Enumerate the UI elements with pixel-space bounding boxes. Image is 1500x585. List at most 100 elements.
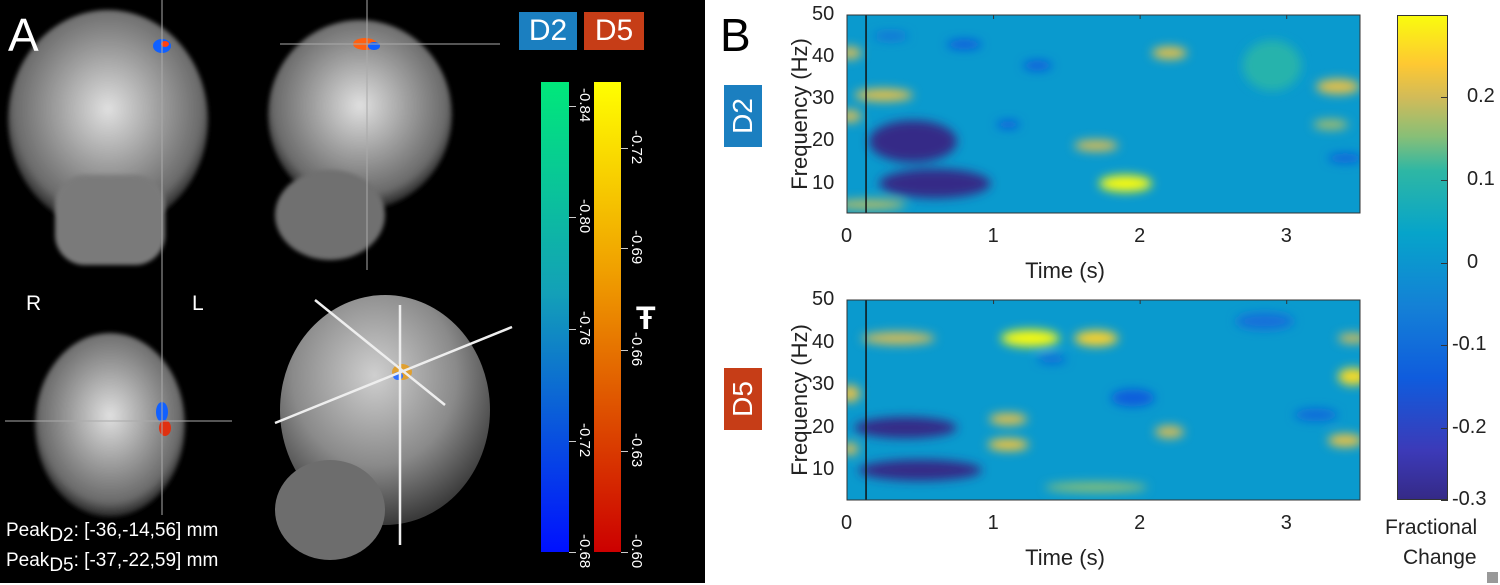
y-tick-label: 30 bbox=[812, 373, 835, 396]
heatmap-feature bbox=[1099, 175, 1152, 192]
colorbar-tick-mark bbox=[569, 441, 576, 442]
x-axis-label: Time (s) bbox=[1025, 545, 1105, 570]
colorbar-tick-mark bbox=[621, 248, 628, 249]
corner-marker bbox=[1487, 572, 1498, 583]
heatmap-feature bbox=[1110, 389, 1155, 407]
y-tick-label: 40 bbox=[812, 330, 835, 353]
series-badge-d2: D2 bbox=[724, 85, 762, 147]
heatmap-feature bbox=[946, 39, 982, 50]
peak-d5-coordinates: PeakD5: [-37,-22,59] mm bbox=[6, 550, 218, 577]
heatmap-feature bbox=[1313, 119, 1349, 130]
y-tick-label: 50 bbox=[812, 288, 835, 310]
colorbar-tick-label: -0.3 bbox=[1452, 488, 1487, 510]
colorbar-tick-mark bbox=[1441, 180, 1448, 181]
brain-views bbox=[5, 0, 513, 560]
3d-head-render bbox=[275, 295, 490, 560]
x-tick-label: 1 bbox=[987, 512, 999, 534]
peak-subscript: D2 bbox=[49, 525, 74, 546]
heatmap-feature bbox=[879, 168, 991, 199]
y-tick-label: 50 bbox=[812, 3, 835, 25]
sagittal-slice bbox=[268, 20, 452, 260]
heatmap-feature bbox=[1242, 40, 1302, 91]
colorbar-tick-mark bbox=[1441, 428, 1448, 429]
heatmap-feature bbox=[1327, 434, 1360, 447]
y-tick-label: 20 bbox=[812, 129, 835, 152]
heatmap-feature bbox=[1074, 139, 1119, 152]
y-tick-label: 20 bbox=[812, 415, 835, 438]
x-tick-label: 1 bbox=[987, 225, 999, 247]
heatmap-feature bbox=[1316, 79, 1360, 95]
heatmap-feature bbox=[1294, 408, 1339, 422]
heatmap-feature bbox=[1037, 355, 1067, 364]
peak-subscript: D5 bbox=[49, 555, 74, 576]
crosshair-lines bbox=[5, 0, 500, 515]
colorbar-tick-mark bbox=[1441, 345, 1448, 346]
panel-letter-b: B bbox=[720, 9, 751, 61]
colorbar-tick-label: 0.2 bbox=[1467, 85, 1495, 107]
colorbar-tick-label: -0.1 bbox=[1452, 333, 1487, 355]
x-axis-label: Time (s) bbox=[1025, 258, 1105, 283]
d5-colorbar bbox=[594, 82, 621, 552]
colorbar-tick-label: -0.2 bbox=[1452, 416, 1487, 438]
d2-badge: D2 bbox=[519, 12, 577, 50]
heatmap-feature bbox=[1074, 330, 1119, 346]
colorbar-tick-mark bbox=[621, 350, 628, 351]
colorbar-tick-label: 0 bbox=[1467, 251, 1479, 273]
heatmap-feature bbox=[987, 438, 1029, 451]
3d-orientation-lines bbox=[274, 299, 513, 545]
heatmap-feature bbox=[858, 459, 982, 481]
x-tick-label: 2 bbox=[1134, 225, 1146, 247]
colorbar-tick-label: 0.1 bbox=[1467, 168, 1495, 190]
y-tick-label: 30 bbox=[812, 87, 835, 110]
heatmap-feature bbox=[847, 109, 862, 123]
series-badge-d5: D5 bbox=[724, 368, 762, 430]
heatmap-feature bbox=[989, 413, 1028, 426]
colorbar-tick-mark bbox=[569, 552, 576, 553]
x-tick-label: 3 bbox=[1280, 225, 1292, 247]
colorbar-tick-mark bbox=[621, 552, 628, 553]
y-axis-label: Frequency (Hz) bbox=[787, 324, 812, 476]
heatmap-feature bbox=[847, 442, 859, 456]
y-tick-label: 10 bbox=[812, 458, 835, 481]
heatmap-feature bbox=[1044, 482, 1148, 493]
plot-frame bbox=[846, 299, 1361, 501]
x-tick-label: 0 bbox=[841, 512, 853, 534]
heatmap-feature bbox=[847, 385, 861, 403]
heatmap-feature bbox=[1000, 329, 1060, 347]
colorbar-tick-mark bbox=[569, 329, 576, 330]
left-hemisphere-label: L bbox=[192, 292, 204, 315]
heatmap-feature bbox=[1327, 153, 1360, 164]
heatmap-feature bbox=[1022, 60, 1053, 71]
x-tick-label: 2 bbox=[1134, 512, 1146, 534]
heatmap-feature bbox=[1338, 333, 1360, 344]
x-tick-label: 0 bbox=[841, 225, 853, 247]
coronal-slice bbox=[8, 10, 208, 265]
plot-frame bbox=[846, 14, 1361, 214]
colorbar-tick-mark bbox=[1441, 263, 1448, 264]
y-tick-label: 40 bbox=[812, 45, 835, 68]
heatmap-feature bbox=[854, 417, 957, 439]
heatmap-feature bbox=[861, 331, 935, 345]
peak-d2-coordinates: PeakD2: [-36,-14,56] mm bbox=[6, 520, 218, 547]
colorbar-tick-mark bbox=[621, 451, 628, 452]
heatmap-feature bbox=[1154, 425, 1185, 439]
heatmap-feature bbox=[847, 199, 906, 210]
colorbar-label-line1: Fractional bbox=[1385, 516, 1478, 539]
right-hemisphere-label: R bbox=[26, 292, 42, 315]
peak-value: : [-37,-22,59] mm bbox=[73, 550, 219, 571]
d2-colorbar bbox=[541, 82, 569, 552]
colorbar-stat-label: Ŧ bbox=[636, 300, 656, 336]
heatmap-feature bbox=[847, 46, 862, 60]
colorbar-tick-mark bbox=[569, 106, 576, 107]
panel-a-brain-maps: A R L D2 D5 -0.84 -0.80 -0.76 -0.72 -0.68 -0.… bbox=[0, 0, 705, 583]
d5-badge: D5 bbox=[584, 12, 644, 50]
fractional-change-colorbar bbox=[1397, 15, 1448, 500]
y-tick-label: 10 bbox=[812, 171, 835, 194]
colorbar-tick-mark bbox=[569, 217, 576, 218]
heatmap-feature bbox=[873, 31, 909, 41]
colorbar-tick-mark bbox=[621, 148, 628, 149]
x-tick-label: 3 bbox=[1280, 512, 1292, 534]
heatmap-feature bbox=[854, 88, 913, 102]
